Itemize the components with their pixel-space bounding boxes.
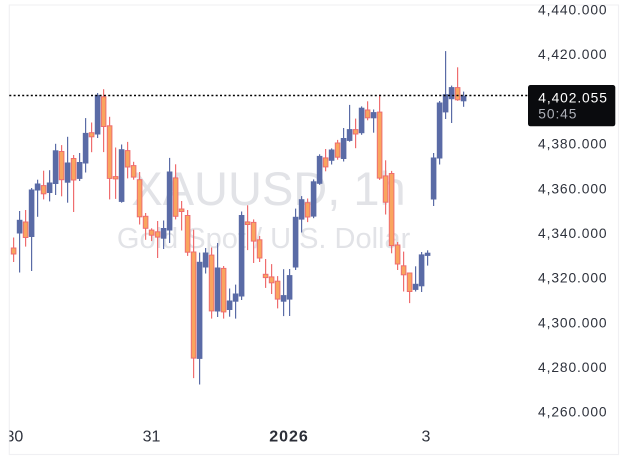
svg-text:4,380.000: 4,380.000 xyxy=(538,137,607,152)
svg-text:Gold Spot / U.S. Dollar: Gold Spot / U.S. Dollar xyxy=(117,223,411,255)
svg-text:4,300.000: 4,300.000 xyxy=(538,315,607,330)
svg-text:2026: 2026 xyxy=(269,429,309,446)
svg-text:4,360.000: 4,360.000 xyxy=(538,181,607,196)
svg-text:31: 31 xyxy=(143,429,161,446)
svg-text:30: 30 xyxy=(6,429,24,446)
svg-text:4,340.000: 4,340.000 xyxy=(538,226,607,241)
svg-text:XAUUSD, 1h: XAUUSD, 1h xyxy=(131,162,405,215)
svg-text:4,260.000: 4,260.000 xyxy=(538,405,607,420)
svg-text:4,402.055: 4,402.055 xyxy=(538,91,607,106)
svg-text:4,320.000: 4,320.000 xyxy=(538,271,607,286)
svg-text:4,440.000: 4,440.000 xyxy=(538,3,607,18)
svg-text:4,420.000: 4,420.000 xyxy=(538,47,607,62)
svg-text:50:45: 50:45 xyxy=(538,107,577,122)
svg-text:4,280.000: 4,280.000 xyxy=(538,360,607,375)
svg-text:3: 3 xyxy=(422,429,431,446)
